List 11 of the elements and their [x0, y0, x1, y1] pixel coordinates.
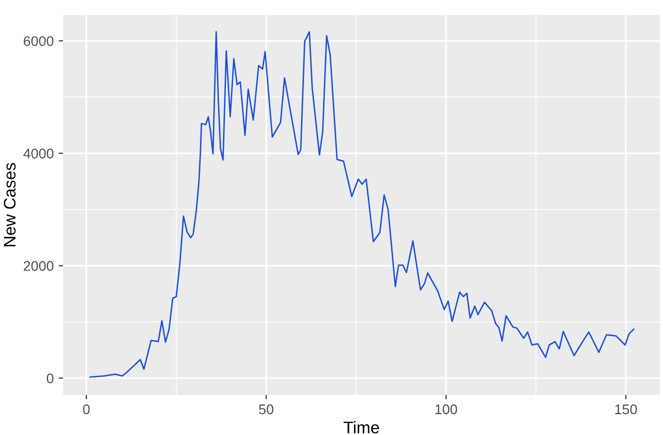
line-series	[89, 31, 634, 378]
y-tick-label: 4000	[23, 148, 54, 158]
y-tick-label: 6000	[24, 36, 54, 46]
x-tick-label: 150	[615, 404, 637, 414]
y-tick-label: 2000	[24, 261, 54, 271]
y-tick-label: 0	[46, 373, 54, 384]
x-axis-title: Time	[344, 421, 379, 434]
x-tick-label: 0	[83, 404, 90, 414]
x-tick-label: 50	[259, 404, 274, 414]
y-axis-title: New Cases	[4, 162, 16, 246]
x-tick-label: 100	[435, 404, 458, 414]
